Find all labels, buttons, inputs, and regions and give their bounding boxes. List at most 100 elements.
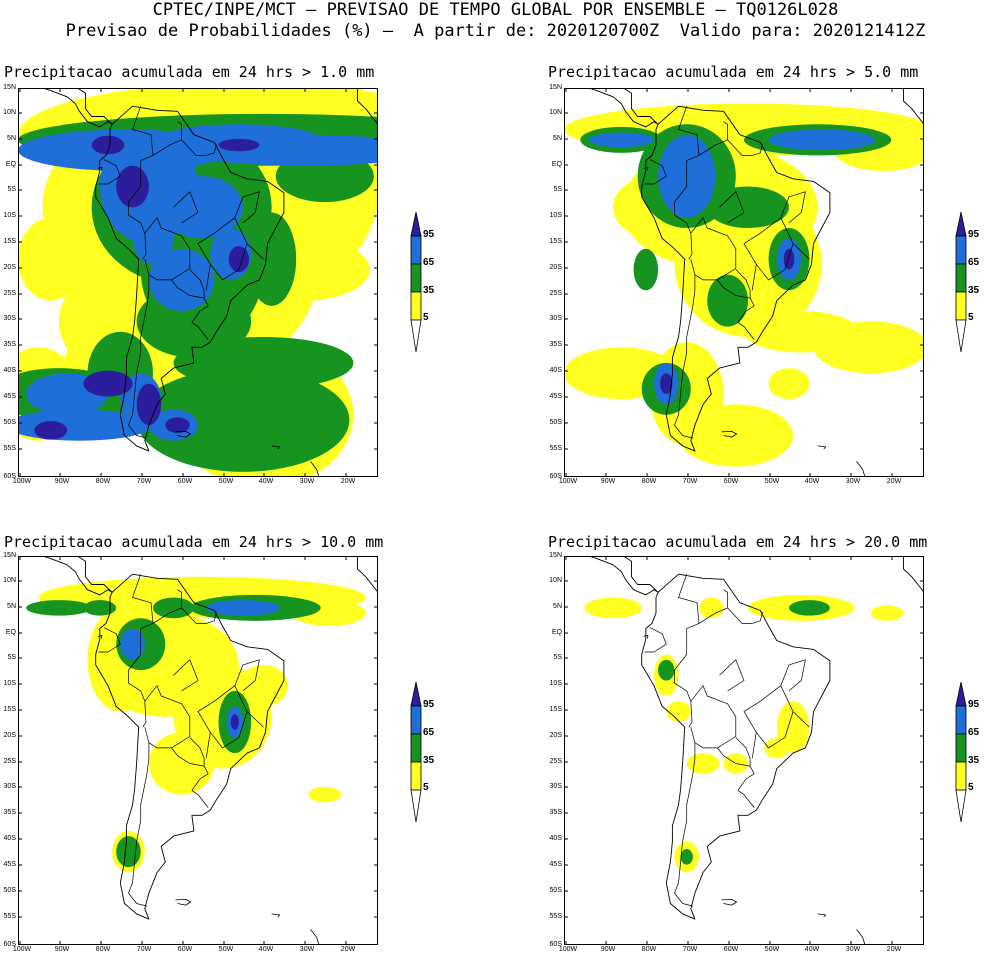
lon-label: 100W [12, 478, 32, 485]
lon-label: 30W [299, 946, 315, 953]
country-border [173, 659, 199, 692]
lat-label: 10S [549, 212, 562, 219]
prob-area [26, 600, 92, 616]
colorbar-label: 65 [968, 257, 980, 268]
lat-label: 45S [549, 393, 562, 400]
island [721, 430, 738, 438]
colorbar-segment [410, 733, 422, 763]
lat-label: 40S [549, 835, 562, 842]
country-border [674, 274, 696, 439]
panel-1-title: Precipitacao acumulada em 24 hrs > 1.0 m… [4, 63, 375, 81]
lat-label: 40S [549, 367, 562, 374]
coastline-south-america [641, 105, 831, 452]
lon-label: 80W [641, 946, 657, 953]
prob-area [768, 129, 875, 151]
lat-label: 15N [549, 84, 562, 91]
prob-area [768, 368, 810, 400]
lat-label: 10S [549, 680, 562, 687]
panel-3-map-svg [18, 551, 379, 946]
lon-label: 80W [95, 478, 111, 485]
country-border [144, 217, 191, 281]
lon-label: 80W [95, 946, 111, 953]
island [97, 167, 103, 171]
prob-area [789, 600, 830, 616]
country-border [128, 274, 150, 439]
country-border [698, 121, 728, 156]
lat-label: 35S [3, 809, 16, 816]
lat-label: 15S [549, 706, 562, 713]
lat-label: 20S [3, 732, 16, 739]
prob-area [116, 165, 149, 208]
lat-label: EQ [5, 629, 16, 636]
country-border [191, 765, 209, 808]
country-border [197, 217, 248, 281]
prob-area [120, 628, 145, 660]
map-frame [18, 556, 378, 945]
panel-4-map-svg [564, 551, 925, 946]
country-border [792, 243, 810, 260]
colorbar-top-arrow [955, 211, 967, 237]
lat-label: 40S [3, 835, 16, 842]
prob-area [783, 248, 795, 270]
lon-label: 20W [340, 478, 356, 485]
colorbar-label: 5 [968, 312, 974, 323]
prob-area [707, 274, 749, 327]
lon-label: 30W [845, 478, 861, 485]
colorbar-label: 65 [423, 727, 435, 738]
island [721, 898, 738, 906]
country-border [674, 106, 700, 260]
lat-label: 20S [3, 264, 16, 271]
prob-area [218, 138, 260, 152]
prob-area [776, 701, 810, 754]
country-border [191, 297, 209, 340]
prob-area [148, 248, 215, 312]
country-border [181, 139, 217, 156]
lat-label: 60S [3, 473, 16, 480]
lat-label: 35S [3, 341, 16, 348]
prob-area [136, 368, 350, 472]
colorbar-segment [410, 705, 422, 735]
colorbar-segment [410, 263, 422, 293]
island [817, 913, 827, 918]
lon-label: 60W [723, 478, 739, 485]
lat-label: 20S [549, 264, 562, 271]
colorbar-segment [410, 235, 422, 265]
lon-label: 40W [804, 478, 820, 485]
colorbar-segment [955, 733, 967, 763]
island [271, 913, 281, 918]
country-border [246, 711, 264, 728]
lat-label: 45S [549, 861, 562, 868]
lon-label: 90W [54, 946, 70, 953]
panel-3-title: Precipitacao acumulada em 24 hrs > 10.0 … [4, 533, 384, 551]
country-border [197, 685, 248, 749]
lat-label: 30S [549, 783, 562, 790]
prob-area [153, 597, 194, 619]
lon-label: 90W [54, 478, 70, 485]
country-border [727, 607, 763, 624]
prob-area [660, 373, 673, 395]
country-border [743, 217, 794, 281]
island [175, 430, 192, 438]
colorbar-segment [955, 761, 967, 791]
island [817, 445, 827, 450]
country-border [737, 765, 755, 808]
prob-area [132, 212, 174, 265]
lon-label: 70W [682, 478, 698, 485]
prob-area [136, 383, 162, 426]
lon-label: 20W [886, 946, 902, 953]
colorbar-label: 95 [968, 229, 980, 240]
prob-area [91, 135, 125, 155]
lon-label: 50W [764, 946, 780, 953]
lat-label: 10N [3, 577, 16, 584]
lat-label: 5N [553, 135, 562, 142]
lat-label: 55S [3, 445, 16, 452]
lat-label: 15S [549, 238, 562, 245]
country-border [780, 191, 806, 224]
lat-label: 35S [549, 341, 562, 348]
prob-area [18, 217, 84, 301]
country-border [674, 742, 696, 907]
lon-label: 40W [258, 946, 274, 953]
country-border [717, 269, 751, 299]
country-border [98, 627, 121, 653]
lat-label: 5S [553, 654, 562, 661]
